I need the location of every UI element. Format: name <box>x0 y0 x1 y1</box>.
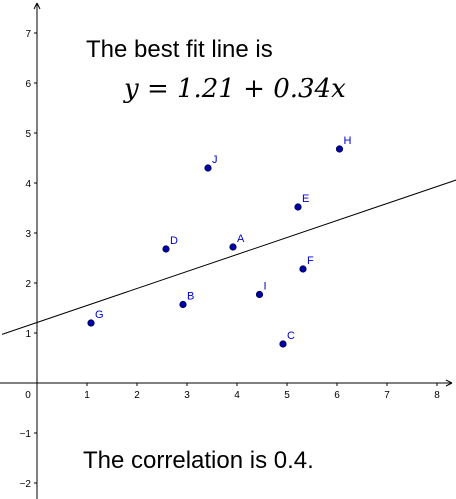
fit-equation: y = 1.21 + 0.34x <box>124 74 346 104</box>
point-label-e: E <box>302 193 309 205</box>
best-fit-line <box>1 179 456 335</box>
point-j <box>204 164 212 172</box>
origin-label: 0 <box>25 390 31 401</box>
x-tick-label-5: 5 <box>284 390 290 401</box>
point-f <box>299 265 307 273</box>
y-tick-label-2: 2 <box>25 279 31 290</box>
point-label-b: B <box>187 291 194 303</box>
y-tick-label-6: 6 <box>25 79 31 90</box>
x-tick-label-3: 3 <box>184 390 190 401</box>
point-label-c: C <box>287 330 295 342</box>
point-label-f: F <box>307 255 314 267</box>
x-tick-label-7: 7 <box>384 390 390 401</box>
point-g <box>87 319 95 327</box>
y-tick-label-1: 1 <box>25 329 31 340</box>
point-a <box>229 243 237 251</box>
y-tick-label--1: −1 <box>20 429 32 440</box>
y-tick-label-7: 7 <box>25 29 31 40</box>
point-label-g: G <box>95 309 104 321</box>
y-axis-arrow <box>33 2 41 10</box>
x-tick-label-6: 6 <box>334 390 340 401</box>
point-h <box>335 145 344 153</box>
x-tick-label-2: 2 <box>134 390 140 401</box>
x-tick-label-4: 4 <box>234 390 240 401</box>
x-tick-label-8: 8 <box>434 390 440 401</box>
point-d <box>162 245 170 253</box>
point-label-j: J <box>212 154 218 166</box>
y-tick-label-5: 5 <box>25 129 31 140</box>
point-b <box>179 300 187 309</box>
x-axis-arrow <box>445 379 453 387</box>
point-e <box>294 203 302 211</box>
correlation-text: The correlation is 0.4. <box>83 447 314 474</box>
best-fit-heading: The best fit line is <box>86 36 273 63</box>
point-label-h: H <box>344 135 352 147</box>
x-tick-label-1: 1 <box>84 390 90 401</box>
point-label-a: A <box>237 233 245 245</box>
y-tick-label-3: 3 <box>25 229 31 240</box>
point-label-d: D <box>170 235 178 247</box>
point-label-i: I <box>264 281 267 293</box>
point-c <box>279 340 287 348</box>
y-tick-label--2: −2 <box>20 479 32 490</box>
y-tick-label-4: 4 <box>25 179 31 190</box>
point-i <box>255 290 264 299</box>
